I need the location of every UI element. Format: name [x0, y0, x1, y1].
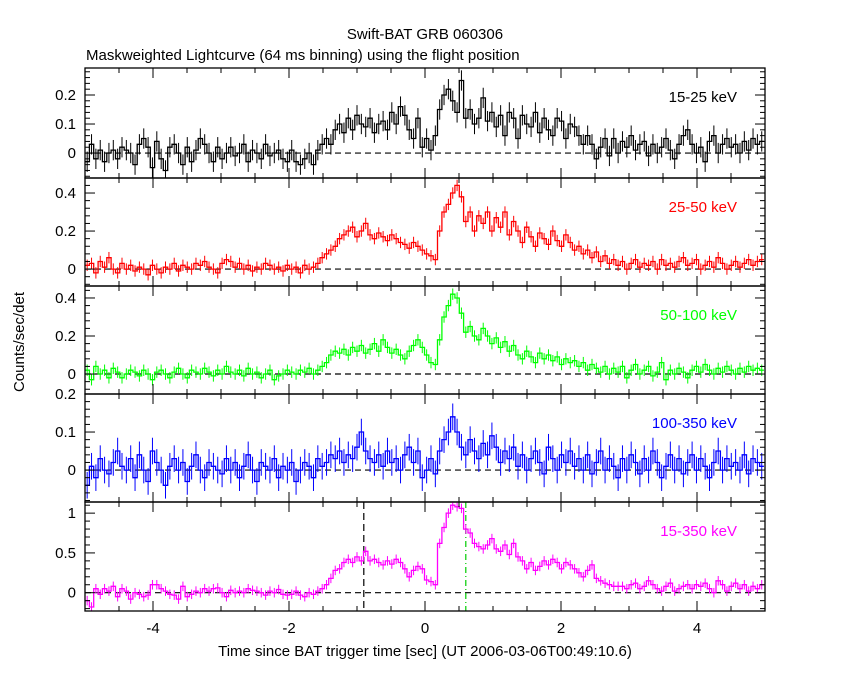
band-label: 15-350 keV: [660, 523, 737, 540]
y-tick-label: 0.2: [55, 328, 76, 345]
y-tick-label: 0.2: [55, 223, 76, 240]
y-tick-label: 0: [68, 462, 76, 479]
y-tick-label: 0: [68, 261, 76, 278]
x-tick-label: -2: [282, 620, 295, 637]
x-axis-label: Time since BAT trigger time [sec] (UT 20…: [218, 643, 632, 660]
band-label: 25-50 keV: [669, 199, 737, 216]
y-tick-label: 0.2: [55, 386, 76, 403]
histogram-line: [85, 504, 764, 608]
x-tick-label: -4: [146, 620, 159, 637]
y-tick-label: 0: [68, 585, 76, 602]
panel-15-350-kev: 0 0.5 1 15-350 keV: [55, 501, 766, 612]
histogram-line: [85, 416, 764, 486]
x-tick-label: 0: [421, 620, 429, 637]
y-tick-label: 1: [68, 505, 76, 522]
panel-15-25-kev: 0 0.1 0.2 15-25 keV: [55, 67, 766, 179]
y-tick-label: 0.1: [55, 116, 76, 133]
band-label: 100-350 keV: [652, 415, 737, 432]
chart-title: Swift-BAT GRB 060306: [347, 26, 503, 43]
histogram-line: [85, 79, 764, 172]
panel-25-50-kev: 0 0.2 0.4 25-50 keV: [55, 177, 766, 287]
y-tick-label: 0.4: [55, 185, 76, 202]
y-tick-label: 0.4: [55, 290, 76, 307]
chart-subtitle: Maskweighted Lightcurve (64 ms binning) …: [86, 47, 520, 64]
panel-50-100-kev: 0 0.2 0.4 50-100 keV: [55, 285, 766, 395]
band-label: 50-100 keV: [660, 307, 737, 324]
band-label: 15-25 keV: [669, 89, 737, 106]
panel-100-350-kev: 0 0.1 0.2 100-350 keV: [55, 386, 766, 503]
y-tick-label: 0.5: [55, 545, 76, 562]
y-axis-label: Counts/sec/det: [11, 291, 28, 392]
histogram-line: [85, 293, 764, 381]
y-tick-label: 0: [68, 366, 76, 383]
y-tick-label: 0.1: [55, 424, 76, 441]
y-tick-label: 0.2: [55, 87, 76, 104]
x-tick-label: 4: [693, 620, 701, 637]
histogram-line: [85, 184, 764, 276]
y-tick-label: 0: [68, 145, 76, 162]
x-tick-label: 2: [557, 620, 565, 637]
